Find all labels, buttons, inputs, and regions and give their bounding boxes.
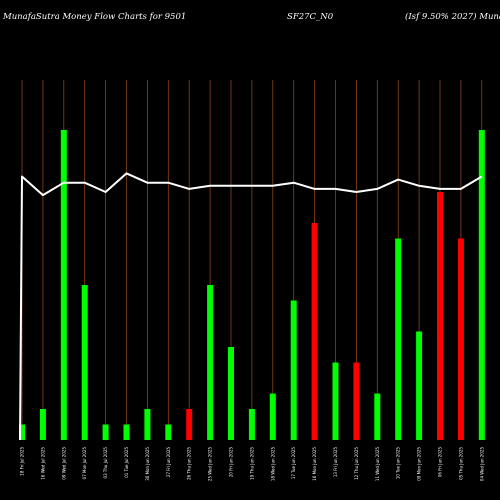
bar <box>39 409 46 440</box>
bar <box>19 424 25 440</box>
bar <box>81 285 88 440</box>
bar <box>123 424 130 440</box>
bar <box>207 285 214 440</box>
bar <box>165 424 172 440</box>
bar <box>311 223 318 440</box>
x-tick-label: 04 Wed Jun 2025 <box>479 447 484 482</box>
bar <box>102 424 109 440</box>
x-tick-label: 17 Tue Jun 2025 <box>291 447 296 480</box>
chart-title: MunafaSutra Money Flow Charts for 9501 <box>3 12 187 22</box>
bar <box>395 238 402 440</box>
bar <box>457 238 464 440</box>
x-tick-label: 16 Mon Jun 2025 <box>312 447 317 481</box>
x-tick-labels: 18 Fri Jul 2025 16 Wed Jul 2025 09 Wed Jul… <box>20 447 485 482</box>
money-flow-line-path <box>19 172 483 441</box>
x-tick-label: 26 Thu Jun 2025 <box>187 447 192 480</box>
x-tick-label: 10 Tue Jun 2025 <box>396 447 401 480</box>
x-tick-label: 25 Wed Jun 2025 <box>208 447 213 482</box>
x-tick-label: 09 Wed Jul 2025 <box>61 447 66 480</box>
bar <box>374 393 381 440</box>
bars <box>19 130 485 440</box>
bar <box>353 362 360 440</box>
x-tick-label: 09 Mon Jun 2025 <box>417 447 422 481</box>
chart-subtitle: (Isf 9.50% 2027) MunafaSutra.com <box>405 12 500 22</box>
bar <box>332 362 339 440</box>
bar <box>437 192 443 440</box>
bar <box>269 393 276 440</box>
x-tick-label: 18 Fri Jul 2025 <box>20 447 25 476</box>
bar <box>228 347 234 440</box>
bar <box>416 331 423 440</box>
bar <box>478 130 485 440</box>
x-tick-label: 03 Thu Jul 2025 <box>103 447 108 479</box>
bar <box>60 130 67 440</box>
money-flow-line <box>19 172 483 441</box>
x-tick-label: 18 Wed Jun 2025 <box>270 447 275 482</box>
x-tick-label: 06 Fri Jun 2025 <box>438 447 443 478</box>
bar <box>186 409 193 440</box>
x-tick-label: 19 Thu Jun 2025 <box>249 447 254 480</box>
x-tick-label: 30 Mon Jun 2025 <box>145 447 150 481</box>
bar <box>248 409 255 440</box>
x-tick-label: 13 Fri Jun 2025 <box>333 447 338 478</box>
bar <box>144 409 151 440</box>
gridlines <box>21 80 483 440</box>
chart-symbol: SF27C_N0 <box>287 12 334 22</box>
x-tick-label: 11 Wed Jun 2025 <box>375 447 380 482</box>
x-tick-label: 16 Wed Jul 2025 <box>40 447 45 480</box>
x-tick-label: 01 Tue Jul 2025 <box>124 447 129 478</box>
x-tick-label: 27 Fri Jun 2025 <box>166 447 171 478</box>
x-tick-label: 12 Thu Jun 2025 <box>354 447 359 480</box>
x-tick-label: 07 Mon Jul 2025 <box>82 447 87 480</box>
bar <box>290 300 297 440</box>
x-tick-label: 05 Thu Jun 2025 <box>458 447 463 480</box>
x-tick-label: 20 Fri Jun 2025 <box>229 447 234 478</box>
